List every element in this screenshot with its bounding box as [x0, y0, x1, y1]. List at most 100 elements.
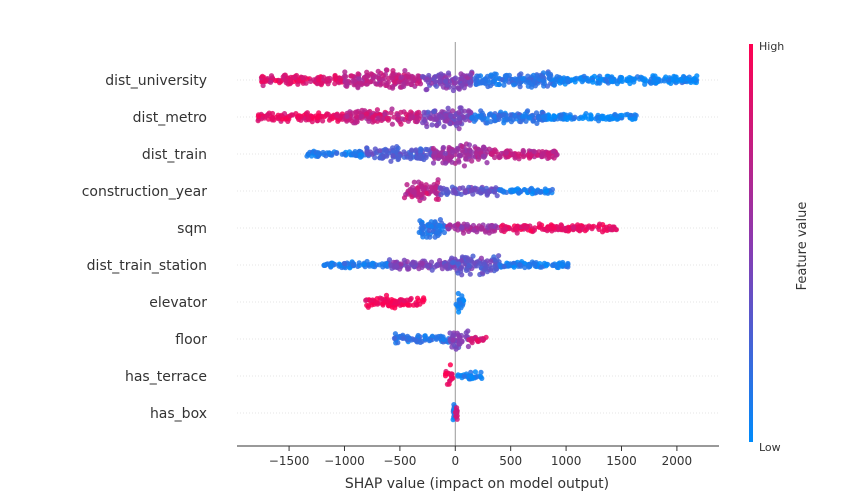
data-point	[450, 108, 456, 114]
data-point	[403, 151, 409, 157]
data-point	[545, 70, 551, 76]
data-point	[390, 145, 396, 151]
data-point	[374, 296, 380, 302]
data-point	[379, 80, 385, 87]
data-point	[291, 74, 297, 80]
data-point	[479, 226, 485, 232]
data-point	[480, 337, 486, 343]
data-point	[482, 229, 489, 235]
data-point	[588, 115, 594, 121]
data-point	[430, 145, 436, 152]
data-point	[542, 188, 549, 194]
data-point	[471, 260, 477, 266]
data-point	[434, 262, 440, 268]
data-point	[559, 261, 565, 267]
data-point	[623, 112, 629, 118]
data-point	[423, 87, 429, 93]
data-point	[320, 149, 326, 156]
data-point	[467, 78, 473, 85]
data-point	[383, 149, 389, 155]
data-point	[424, 190, 430, 196]
data-point	[384, 115, 390, 121]
data-point	[558, 116, 564, 122]
data-point	[419, 260, 425, 266]
data-point	[443, 187, 449, 193]
feature-label: has_terrace	[125, 369, 207, 385]
data-point	[469, 375, 475, 382]
data-point	[565, 262, 571, 268]
data-point	[306, 117, 312, 123]
data-point	[501, 82, 507, 88]
data-point	[343, 74, 349, 80]
x-axis: −1500 −1000 −500 0 500 1000 1500 2000	[237, 445, 719, 468]
data-point	[455, 373, 461, 379]
data-point	[458, 265, 464, 271]
feature-label: dist_train	[142, 147, 207, 163]
data-point	[485, 83, 491, 90]
data-point	[432, 184, 438, 190]
data-point	[414, 115, 420, 121]
data-point	[472, 369, 478, 375]
data-point	[473, 81, 479, 87]
data-point	[541, 260, 548, 266]
data-point	[534, 120, 540, 126]
data-point	[488, 72, 494, 78]
data-point	[392, 79, 398, 85]
data-point	[517, 81, 523, 87]
data-point	[564, 78, 571, 84]
data-point	[456, 86, 462, 92]
data-point	[442, 150, 448, 157]
data-point	[262, 78, 268, 85]
data-point	[387, 84, 393, 90]
data-point	[465, 328, 471, 334]
data-point	[357, 154, 363, 160]
data-point	[355, 71, 361, 77]
data-point	[433, 335, 440, 341]
data-point	[319, 80, 325, 86]
data-point	[465, 258, 472, 264]
data-point	[325, 81, 331, 87]
data-point	[359, 113, 365, 119]
data-point	[418, 146, 424, 152]
x-tick-label: −1000	[324, 454, 365, 468]
data-point	[433, 79, 439, 85]
feature-label: has_box	[150, 406, 207, 422]
data-point	[376, 75, 382, 81]
feature-label: dist_university	[105, 73, 207, 89]
data-point	[441, 124, 447, 130]
data-point	[264, 112, 270, 118]
data-point	[391, 335, 397, 341]
data-point	[328, 262, 335, 268]
x-axis-label: SHAP value (impact on model output)	[345, 476, 609, 492]
data-point	[512, 225, 519, 232]
data-point	[457, 334, 463, 340]
data-point	[457, 341, 463, 347]
data-point	[488, 119, 494, 125]
data-point	[501, 189, 507, 195]
data-point	[416, 229, 422, 235]
data-point	[456, 126, 462, 132]
data-point	[461, 163, 467, 169]
data-point	[684, 76, 690, 82]
data-point	[334, 113, 340, 119]
data-point	[496, 81, 502, 87]
data-point	[393, 298, 399, 304]
data-point	[386, 302, 392, 308]
data-point	[333, 75, 339, 81]
data-point	[420, 186, 426, 192]
data-point	[370, 75, 376, 81]
data-point	[476, 189, 483, 195]
data-point	[560, 227, 566, 233]
data-point	[352, 149, 358, 155]
data-point	[550, 148, 556, 154]
data-point	[433, 83, 440, 89]
data-point	[515, 186, 521, 192]
data-point	[394, 263, 400, 269]
data-point	[597, 80, 603, 86]
data-point	[467, 72, 474, 78]
data-point	[443, 160, 449, 166]
data-point	[558, 112, 564, 118]
data-point	[408, 81, 414, 88]
data-point	[575, 225, 582, 231]
data-point	[404, 264, 411, 270]
